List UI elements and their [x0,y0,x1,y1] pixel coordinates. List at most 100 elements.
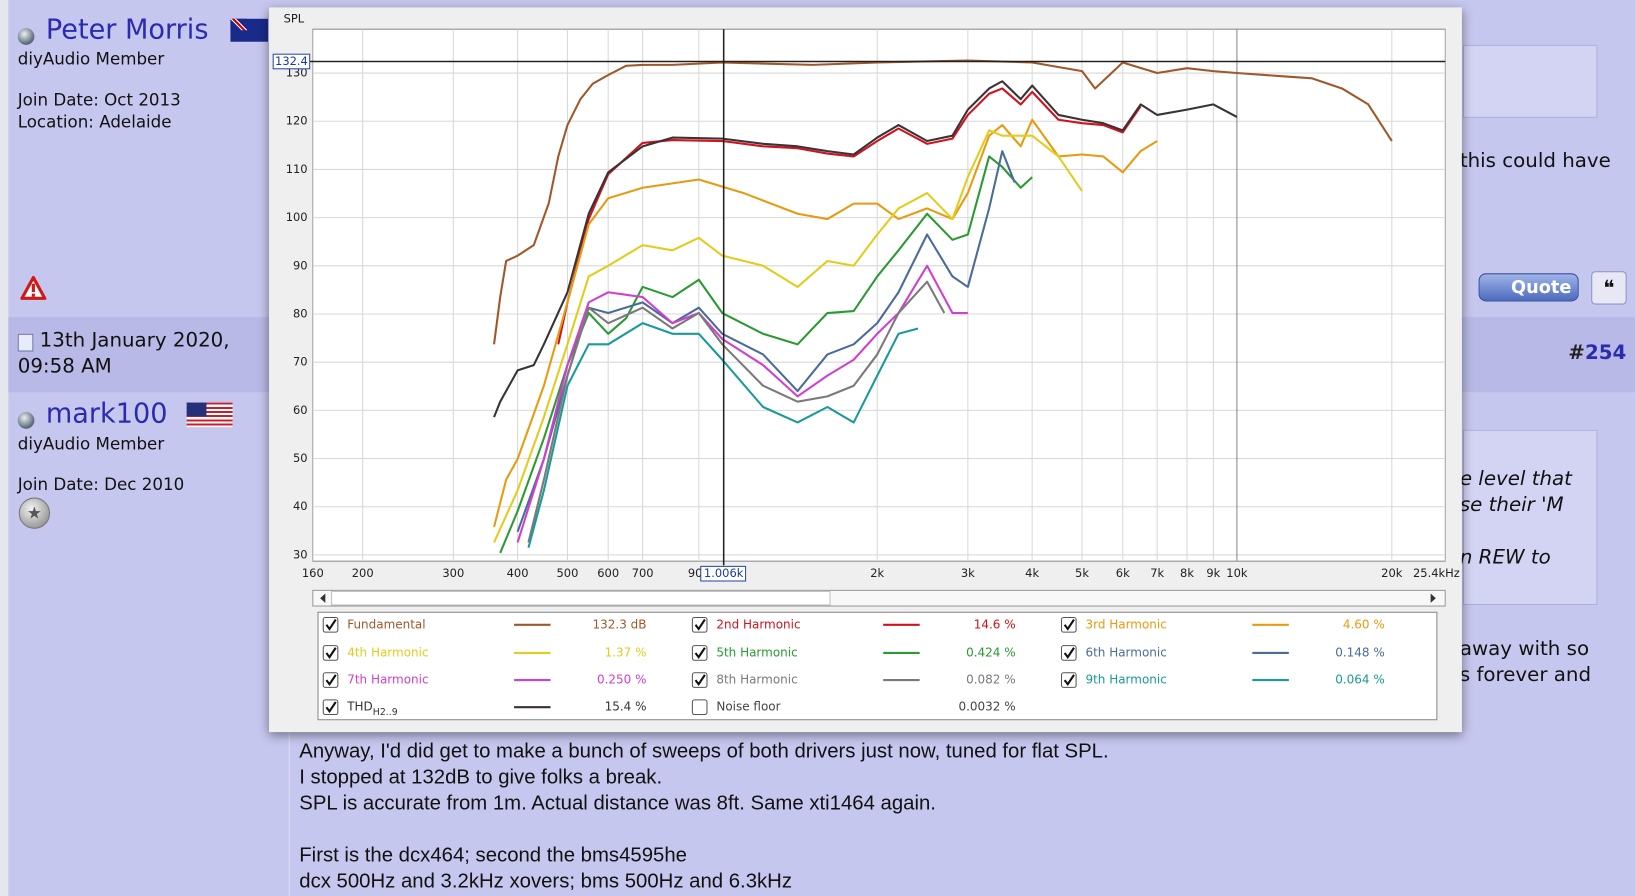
series-line [516,264,968,543]
legend-name: 3rd Harmonic [1085,617,1166,631]
legend-name: 7th Harmonic [347,673,428,687]
y-tick-label: 60 [293,403,308,417]
legend-name: Noise floor [716,700,780,714]
post-time: 09:58 AM [17,354,112,378]
body-line: First is the dcx464; second the bms4595h… [299,843,687,867]
legend-check [325,647,337,659]
y-tick-label: 110 [286,162,308,176]
legend-panel [317,611,1438,721]
x-tick-label: 200 [352,566,374,580]
legend-check [325,701,337,714]
legend-check [1063,619,1075,631]
y-tick-label: 70 [293,355,308,369]
legend-name: 6th Harmonic [1085,645,1166,659]
y-tick-label: 40 [293,499,308,513]
legend-entry[interactable]: 7th Harmonic 0.250 % [322,672,647,688]
legend-entry[interactable]: Fundamental 132.3 dB [322,616,647,633]
legend-entry[interactable]: 4th Harmonic 1.37 % [322,645,647,661]
plot-layer [312,29,1446,562]
legend-check [694,619,706,631]
x-tick-label: 4k [1025,566,1039,580]
series-line [557,87,1142,345]
legend-check [1063,647,1075,659]
cursor-box [700,565,747,582]
legend-entry[interactable]: 8th Harmonic 0.082 % [691,672,1016,688]
legend-entry[interactable]: 5th Harmonic 0.424 % [691,645,1016,661]
post-number[interactable]: 254 [1584,341,1627,365]
flag-au [230,18,268,42]
member-rank: diyAudio Member [17,433,165,454]
legend-checkbox [691,699,708,716]
scrollbar-thumb[interactable] [331,590,831,606]
series-line [527,280,946,543]
author-name[interactable]: mark100 [45,398,168,430]
series-line [527,322,919,548]
multi-quote-button[interactable]: ❝ [1591,271,1627,305]
y-tick-label: 80 [293,306,308,320]
x-tick-label: 3k [961,566,975,580]
legend-check [325,674,337,687]
legend-readout: 0.250 % [597,673,647,687]
legend-entry[interactable]: 9th Harmonic 0.064 % [1060,672,1385,688]
y-tick-label: 120 [286,114,308,128]
reputation-icon: ★ [18,497,51,529]
legend-name: 9th Harmonic [1085,673,1166,687]
series-line [493,80,1238,418]
x-tick-label: 600 [597,566,619,580]
y-tick-label: 50 [293,451,308,465]
x-tick-label: 500 [557,566,579,580]
legend-subscript: H2..9 [373,707,398,718]
legend-name: 2nd Harmonic [716,617,800,631]
report-icon[interactable] [20,274,47,301]
x-tick-label: 400 [507,566,529,580]
legend-check [694,674,706,687]
series-line [493,59,1393,345]
x-tick-label: 9k [1206,566,1220,580]
legend-check [325,619,337,631]
legend-entry[interactable]: 2nd Harmonic 14.6 % [691,616,1016,633]
legend-entry[interactable]: 3rd Harmonic 4.60 % [1060,616,1385,633]
x-tick-label: 8k [1180,566,1194,580]
legend-readout: 0.424 % [966,645,1016,659]
legend-readout: 1.37 % [605,645,647,659]
plot-area [312,28,1446,562]
x-tick-label: 10k [1226,566,1248,580]
legend-entry[interactable]: Noise floor 0.0032 % [691,699,1016,716]
cursor-x-label: 1.006k [704,566,744,580]
x-tick-label: 7k [1150,566,1164,580]
post-icon [17,333,34,352]
legend-name: 5th Harmonic [716,645,797,659]
x-tick-label: 160 [302,566,324,580]
series-line [493,129,1083,543]
online-indicator [17,28,35,45]
y-tick-label: 90 [293,258,308,272]
x-tick-label: 20k [1381,566,1403,580]
legend-name: THD [346,700,373,714]
cursor-box [272,53,311,70]
x-tick-label: 700 [632,566,654,580]
legend-entry[interactable]: 6th Harmonic 0.148 % [1060,645,1385,661]
online-indicator [17,412,35,429]
quote-box [1462,44,1598,118]
x-tick-label: 2k [870,566,884,580]
body-line: I stopped at 132dB to give folks a break… [299,765,663,789]
text-fragment: this could have [1459,149,1611,173]
legend-name: 8th Harmonic [716,673,797,687]
quote-box [1462,429,1598,605]
legend-readout: 14.6 % [974,617,1016,631]
author-name[interactable]: Peter Morris [45,14,209,46]
text-fragment: n REW to [1459,545,1551,569]
column-divider [288,730,290,896]
text-fragment: s forever and [1459,663,1592,687]
member-rank: diyAudio Member [17,49,165,69]
series-line [516,150,1016,533]
quote-button[interactable]: Quote [1478,273,1579,302]
series-line [493,118,1158,528]
y-tick-label: 100 [286,210,308,224]
legend-readout: 132.3 dB [593,617,647,631]
legend-entry[interactable]: THD H2..9 15.4 % [322,699,646,718]
y-axis-label: SPL [284,11,305,25]
text-fragment: se their 'M [1459,493,1564,517]
